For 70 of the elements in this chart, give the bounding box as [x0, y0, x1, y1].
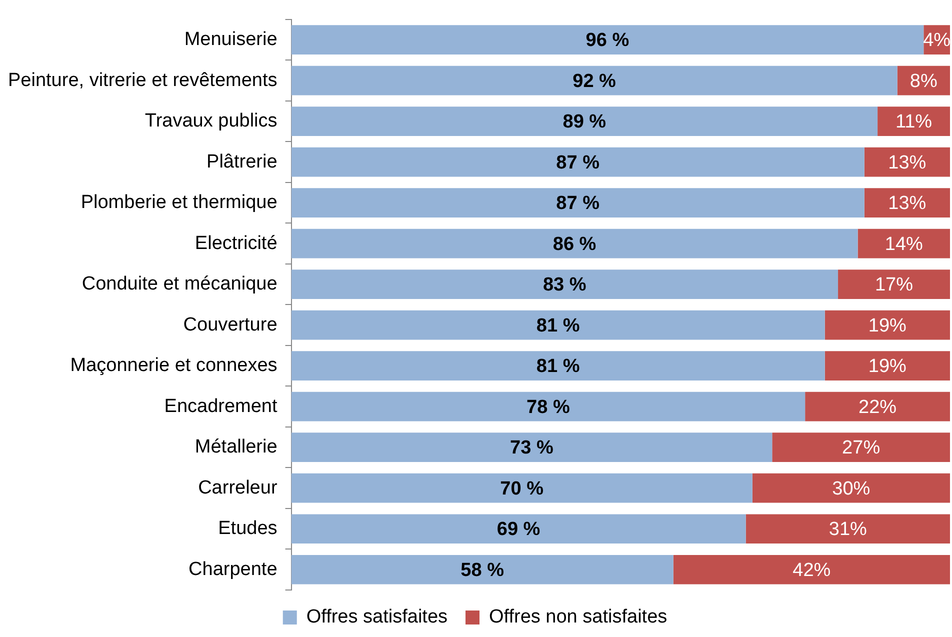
data-label: 70 % — [500, 478, 544, 500]
bar — [805, 392, 950, 422]
bar — [291, 514, 746, 544]
bar — [858, 228, 950, 258]
data-label: 30% — [832, 478, 870, 500]
bar — [291, 310, 825, 340]
y-tick-label: Menuiserie — [184, 29, 278, 50]
data-label: 17% — [874, 274, 914, 296]
bar — [864, 188, 950, 218]
data-label: 87 % — [556, 193, 600, 214]
data-label: 81 % — [536, 315, 580, 336]
bar — [673, 554, 950, 584]
y-tick-label: Peinture, vitrerie et revêtements — [8, 70, 278, 91]
data-label: 19% — [868, 356, 907, 378]
data-label: 86 % — [552, 234, 596, 255]
y-tick-label: Etudes — [218, 518, 278, 540]
data-label: 14% — [884, 234, 924, 255]
bar — [838, 270, 950, 299]
data-label: 27% — [842, 438, 880, 459]
y-tick-label: Charpente — [188, 558, 278, 580]
bar — [291, 473, 752, 503]
y-tick-label: Métallerie — [194, 436, 278, 458]
legend-label: Offres non satisfaites — [489, 606, 668, 628]
data-label: 96 % — [586, 30, 630, 52]
data-label: 13% — [888, 193, 926, 214]
y-tick-label: Plomberie et thermique — [80, 192, 278, 214]
bar — [291, 270, 838, 299]
data-label: 89 % — [562, 112, 606, 133]
y-tick-label: Travaux publics — [144, 110, 278, 132]
bar — [291, 554, 674, 584]
y-tick-label: Plâtrerie — [206, 151, 278, 172]
bar — [291, 392, 806, 422]
bar — [291, 188, 864, 218]
bar — [824, 351, 950, 381]
y-tick-label: Electricité — [194, 232, 278, 254]
bar — [752, 473, 950, 503]
data-label: 19% — [868, 315, 907, 336]
legend-label: Offres satisfaites — [306, 606, 448, 628]
y-tick-label: Maçonnerie et connexes — [70, 355, 278, 376]
data-label: 81 % — [536, 356, 580, 378]
data-label: 92 % — [572, 70, 616, 92]
data-label: 87 % — [556, 152, 600, 174]
data-label: 83 % — [542, 274, 586, 296]
bar — [772, 432, 950, 462]
y-tick-label: Couverture — [183, 314, 278, 336]
y-tick-label: Encadrement — [164, 396, 278, 417]
bar — [291, 106, 878, 136]
bar — [864, 147, 950, 177]
y-tick-label: Conduite et mécanique — [82, 274, 278, 295]
bar — [291, 147, 864, 177]
data-label: 22% — [858, 396, 897, 418]
data-label: 69 % — [496, 519, 540, 540]
data-label: 31% — [828, 519, 868, 540]
data-label: 4% — [923, 30, 951, 52]
bar — [291, 351, 825, 381]
data-label: 73 % — [510, 438, 554, 459]
bar — [878, 106, 950, 136]
data-label: 78 % — [526, 396, 570, 418]
data-label: 11% — [895, 112, 932, 133]
bar — [291, 66, 898, 96]
data-label: 13% — [888, 152, 926, 174]
bar — [291, 228, 858, 258]
bar — [291, 25, 924, 54]
bar — [824, 310, 950, 340]
bar — [746, 514, 950, 544]
bar — [291, 432, 772, 462]
data-label: 42% — [792, 560, 831, 581]
data-label: 58 % — [460, 560, 504, 581]
y-tick-label: Carreleur — [198, 477, 278, 498]
data-label: 8% — [910, 70, 938, 92]
